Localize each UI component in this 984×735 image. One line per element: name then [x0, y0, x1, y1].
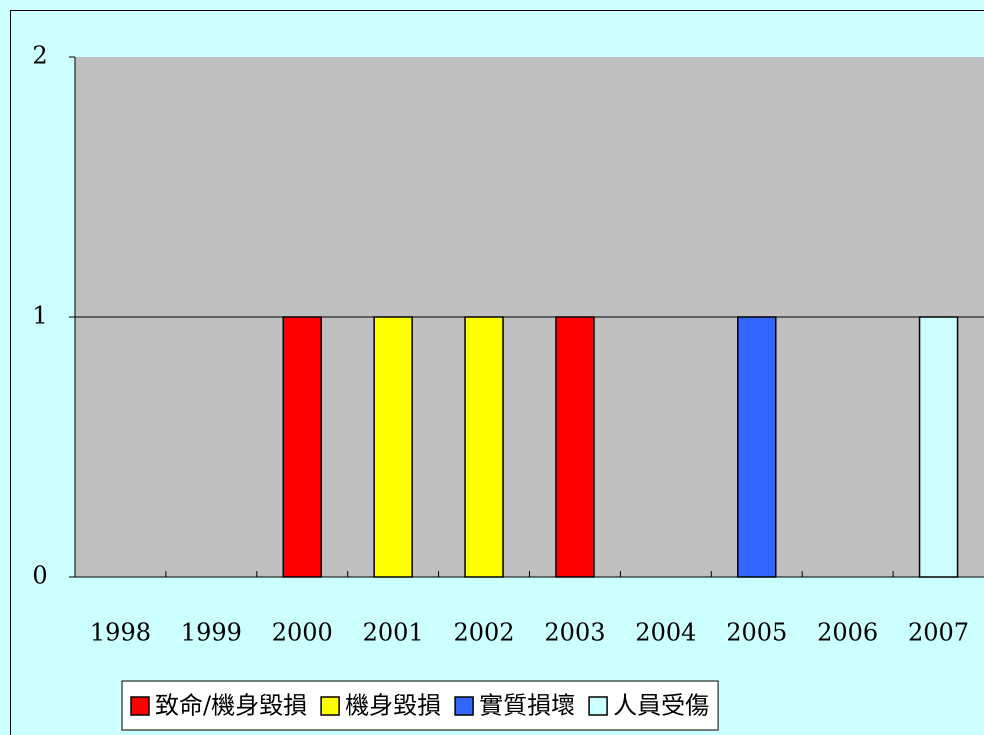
bar [464, 316, 504, 578]
bar [282, 316, 322, 578]
legend-label: 機身毀損 [345, 692, 441, 720]
legend-swatch [130, 696, 150, 716]
y-tick-label: 1 [32, 302, 47, 330]
legend-swatch [320, 696, 340, 716]
bar [555, 316, 595, 578]
x-tick-label: 2005 [726, 619, 787, 647]
x-tick-label: 2004 [635, 619, 696, 647]
x-tick-label: 2007 [908, 619, 969, 647]
x-tick-label: 2002 [454, 619, 515, 647]
x-tick-label: 2000 [272, 619, 333, 647]
bar [737, 316, 777, 578]
legend-label: 人員受傷 [613, 692, 709, 720]
y-tick-label: 0 [32, 562, 47, 590]
chart-border [10, 10, 984, 735]
legend-box [121, 680, 719, 731]
x-tick-label: 2003 [544, 619, 605, 647]
x-tick-label: 1998 [90, 619, 151, 647]
y-tick-label: 2 [32, 42, 47, 70]
x-tick-label: 1999 [181, 619, 242, 647]
bar [373, 316, 413, 578]
legend-label: 實質損壞 [479, 692, 575, 720]
legend-swatch [454, 696, 474, 716]
x-tick-label: 2001 [363, 619, 424, 647]
x-tick-label: 2006 [817, 619, 878, 647]
legend-label: 致命/機身毀損 [155, 692, 307, 720]
legend-swatch [588, 696, 608, 716]
bar [918, 316, 959, 578]
